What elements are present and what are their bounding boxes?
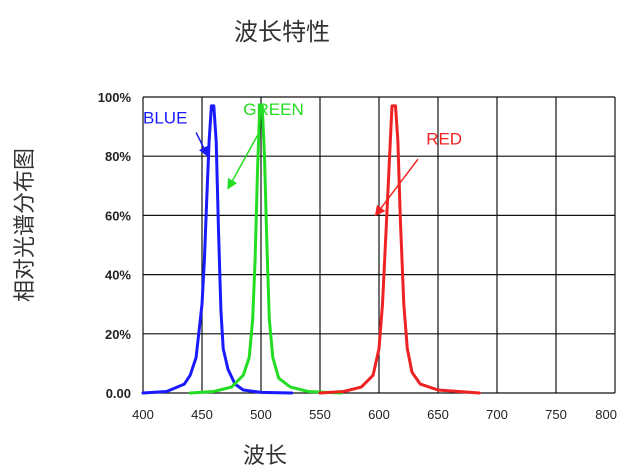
chart-title: 波长特性 [234,18,330,46]
x-tick-label: 700 [486,407,508,422]
x-tick-label: 650 [427,407,449,422]
x-tick-label: 450 [191,407,213,422]
x-tick-label: 400 [132,407,154,422]
x-axis-label: 波长 [243,444,287,469]
series-line-blue [141,104,294,395]
series-line-green [188,104,343,395]
annotations: BLUE GREEN RED [143,100,462,217]
x-tick-label: 800 [595,407,617,422]
series-line-red [318,104,481,395]
annotation-label-green: GREEN [243,100,303,119]
y-tick-label: 80% [105,149,131,164]
annotation-arrow-green [227,135,259,190]
y-tick-label: 0.00 [106,386,131,401]
annotation-label-blue: BLUE [143,109,187,128]
y-tick-label: 20% [105,327,131,342]
annotation-arrow-red [374,158,419,217]
x-tick-label: 600 [368,407,390,422]
x-tick-label: 500 [250,407,272,422]
y-tick-label: 100% [98,90,132,105]
annotation-label-red: RED [426,129,462,148]
annotation-arrow-blue [195,132,209,158]
y-tick-label: 60% [105,208,131,223]
x-tick-label: 550 [309,407,331,422]
series [141,104,481,395]
y-axis-label: 相对光谱分布图 [13,148,38,302]
y-tick-label: 40% [105,268,131,283]
x-tick-label: 750 [545,407,567,422]
tick-labels: 400 450 500 550 600 650 700 750 800 0.00 20% 40% 60%… [98,90,617,422]
